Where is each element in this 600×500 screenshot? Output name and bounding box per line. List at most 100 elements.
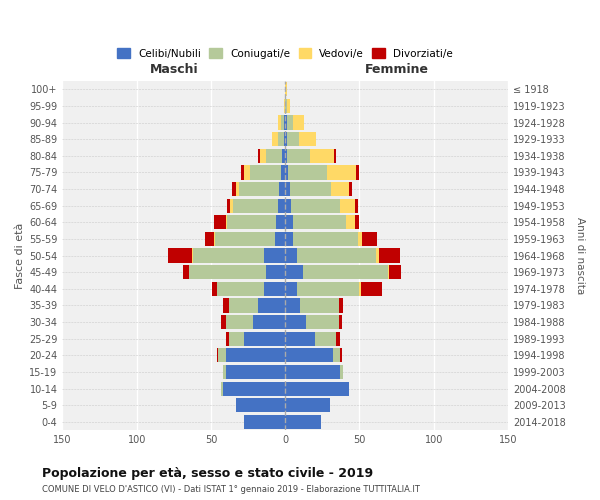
Bar bbox=[376, 248, 379, 262]
Bar bbox=[232, 182, 236, 196]
Bar bbox=[229, 332, 244, 346]
Bar bbox=[253, 315, 285, 329]
Bar bbox=[236, 182, 239, 196]
Bar bbox=[290, 182, 331, 196]
Bar bbox=[265, 282, 285, 296]
Bar bbox=[334, 148, 335, 163]
Text: Popolazione per età, sesso e stato civile - 2019: Popolazione per età, sesso e stato civil… bbox=[42, 468, 373, 480]
Bar bbox=[278, 116, 281, 130]
Bar bbox=[250, 166, 281, 179]
Bar bbox=[227, 215, 276, 230]
Bar bbox=[293, 116, 304, 130]
Bar bbox=[285, 148, 287, 163]
Bar bbox=[259, 298, 285, 312]
Bar bbox=[188, 265, 266, 280]
Bar bbox=[287, 99, 290, 113]
Bar bbox=[356, 166, 359, 179]
Bar bbox=[285, 116, 287, 130]
Bar bbox=[388, 265, 389, 280]
Bar bbox=[284, 116, 285, 130]
Bar bbox=[310, 148, 334, 163]
Bar bbox=[315, 332, 335, 346]
Bar bbox=[332, 348, 340, 362]
Bar bbox=[233, 198, 278, 213]
Bar bbox=[293, 232, 358, 246]
Bar bbox=[340, 365, 343, 379]
Bar bbox=[236, 398, 285, 412]
Bar bbox=[284, 132, 285, 146]
Bar bbox=[285, 365, 340, 379]
Bar bbox=[214, 215, 226, 230]
Bar bbox=[327, 166, 356, 179]
Bar bbox=[212, 282, 217, 296]
Bar bbox=[291, 198, 340, 213]
Bar bbox=[362, 232, 377, 246]
Bar bbox=[266, 265, 285, 280]
Bar bbox=[285, 382, 349, 396]
Bar bbox=[285, 415, 321, 429]
Bar bbox=[285, 348, 332, 362]
Bar bbox=[287, 132, 299, 146]
Bar bbox=[285, 132, 287, 146]
Bar bbox=[361, 282, 382, 296]
Bar bbox=[215, 232, 275, 246]
Bar bbox=[221, 315, 226, 329]
Bar bbox=[285, 198, 291, 213]
Bar bbox=[168, 248, 191, 262]
Bar bbox=[346, 215, 355, 230]
Bar bbox=[331, 182, 349, 196]
Bar bbox=[193, 248, 265, 262]
Bar bbox=[284, 99, 285, 113]
Legend: Celibi/Nubili, Coniugati/e, Vedovi/e, Divorziati/e: Celibi/Nubili, Coniugati/e, Vedovi/e, Di… bbox=[113, 44, 457, 63]
Bar bbox=[276, 215, 285, 230]
Bar bbox=[226, 332, 229, 346]
Bar bbox=[217, 348, 218, 362]
Bar bbox=[217, 282, 265, 296]
Bar bbox=[260, 148, 266, 163]
Bar bbox=[297, 282, 359, 296]
Bar bbox=[285, 248, 297, 262]
Bar bbox=[278, 198, 285, 213]
Bar bbox=[281, 116, 284, 130]
Bar bbox=[275, 232, 285, 246]
Bar bbox=[244, 332, 285, 346]
Bar bbox=[285, 99, 287, 113]
Bar bbox=[338, 315, 341, 329]
Bar bbox=[221, 382, 223, 396]
Bar bbox=[239, 182, 279, 196]
Bar bbox=[299, 132, 316, 146]
Bar bbox=[293, 215, 346, 230]
Bar bbox=[226, 215, 227, 230]
Text: COMUNE DI VELO D'ASTICO (VI) - Dati ISTAT 1° gennaio 2019 - Elaborazione TUTTITA: COMUNE DI VELO D'ASTICO (VI) - Dati ISTA… bbox=[42, 486, 420, 494]
Bar bbox=[191, 248, 193, 262]
Bar bbox=[282, 148, 285, 163]
Bar bbox=[335, 332, 340, 346]
Bar bbox=[287, 148, 310, 163]
Bar bbox=[285, 398, 330, 412]
Bar bbox=[285, 332, 315, 346]
Bar bbox=[229, 298, 259, 312]
Bar bbox=[223, 382, 285, 396]
Bar bbox=[223, 365, 226, 379]
Bar bbox=[272, 132, 278, 146]
Bar bbox=[389, 265, 401, 280]
Bar bbox=[285, 282, 297, 296]
Bar bbox=[355, 198, 358, 213]
Bar bbox=[226, 348, 285, 362]
Bar bbox=[359, 282, 361, 296]
Bar bbox=[300, 298, 338, 312]
Bar bbox=[226, 315, 253, 329]
Bar bbox=[241, 166, 244, 179]
Y-axis label: Fasce di età: Fasce di età bbox=[15, 222, 25, 289]
Bar bbox=[306, 315, 338, 329]
Bar bbox=[288, 166, 327, 179]
Bar bbox=[218, 348, 226, 362]
Bar bbox=[266, 148, 282, 163]
Bar bbox=[340, 198, 355, 213]
Text: Femmine: Femmine bbox=[365, 63, 428, 76]
Y-axis label: Anni di nascita: Anni di nascita bbox=[575, 217, 585, 294]
Bar bbox=[182, 265, 188, 280]
Bar bbox=[285, 298, 300, 312]
Bar bbox=[379, 248, 400, 262]
Bar bbox=[285, 265, 303, 280]
